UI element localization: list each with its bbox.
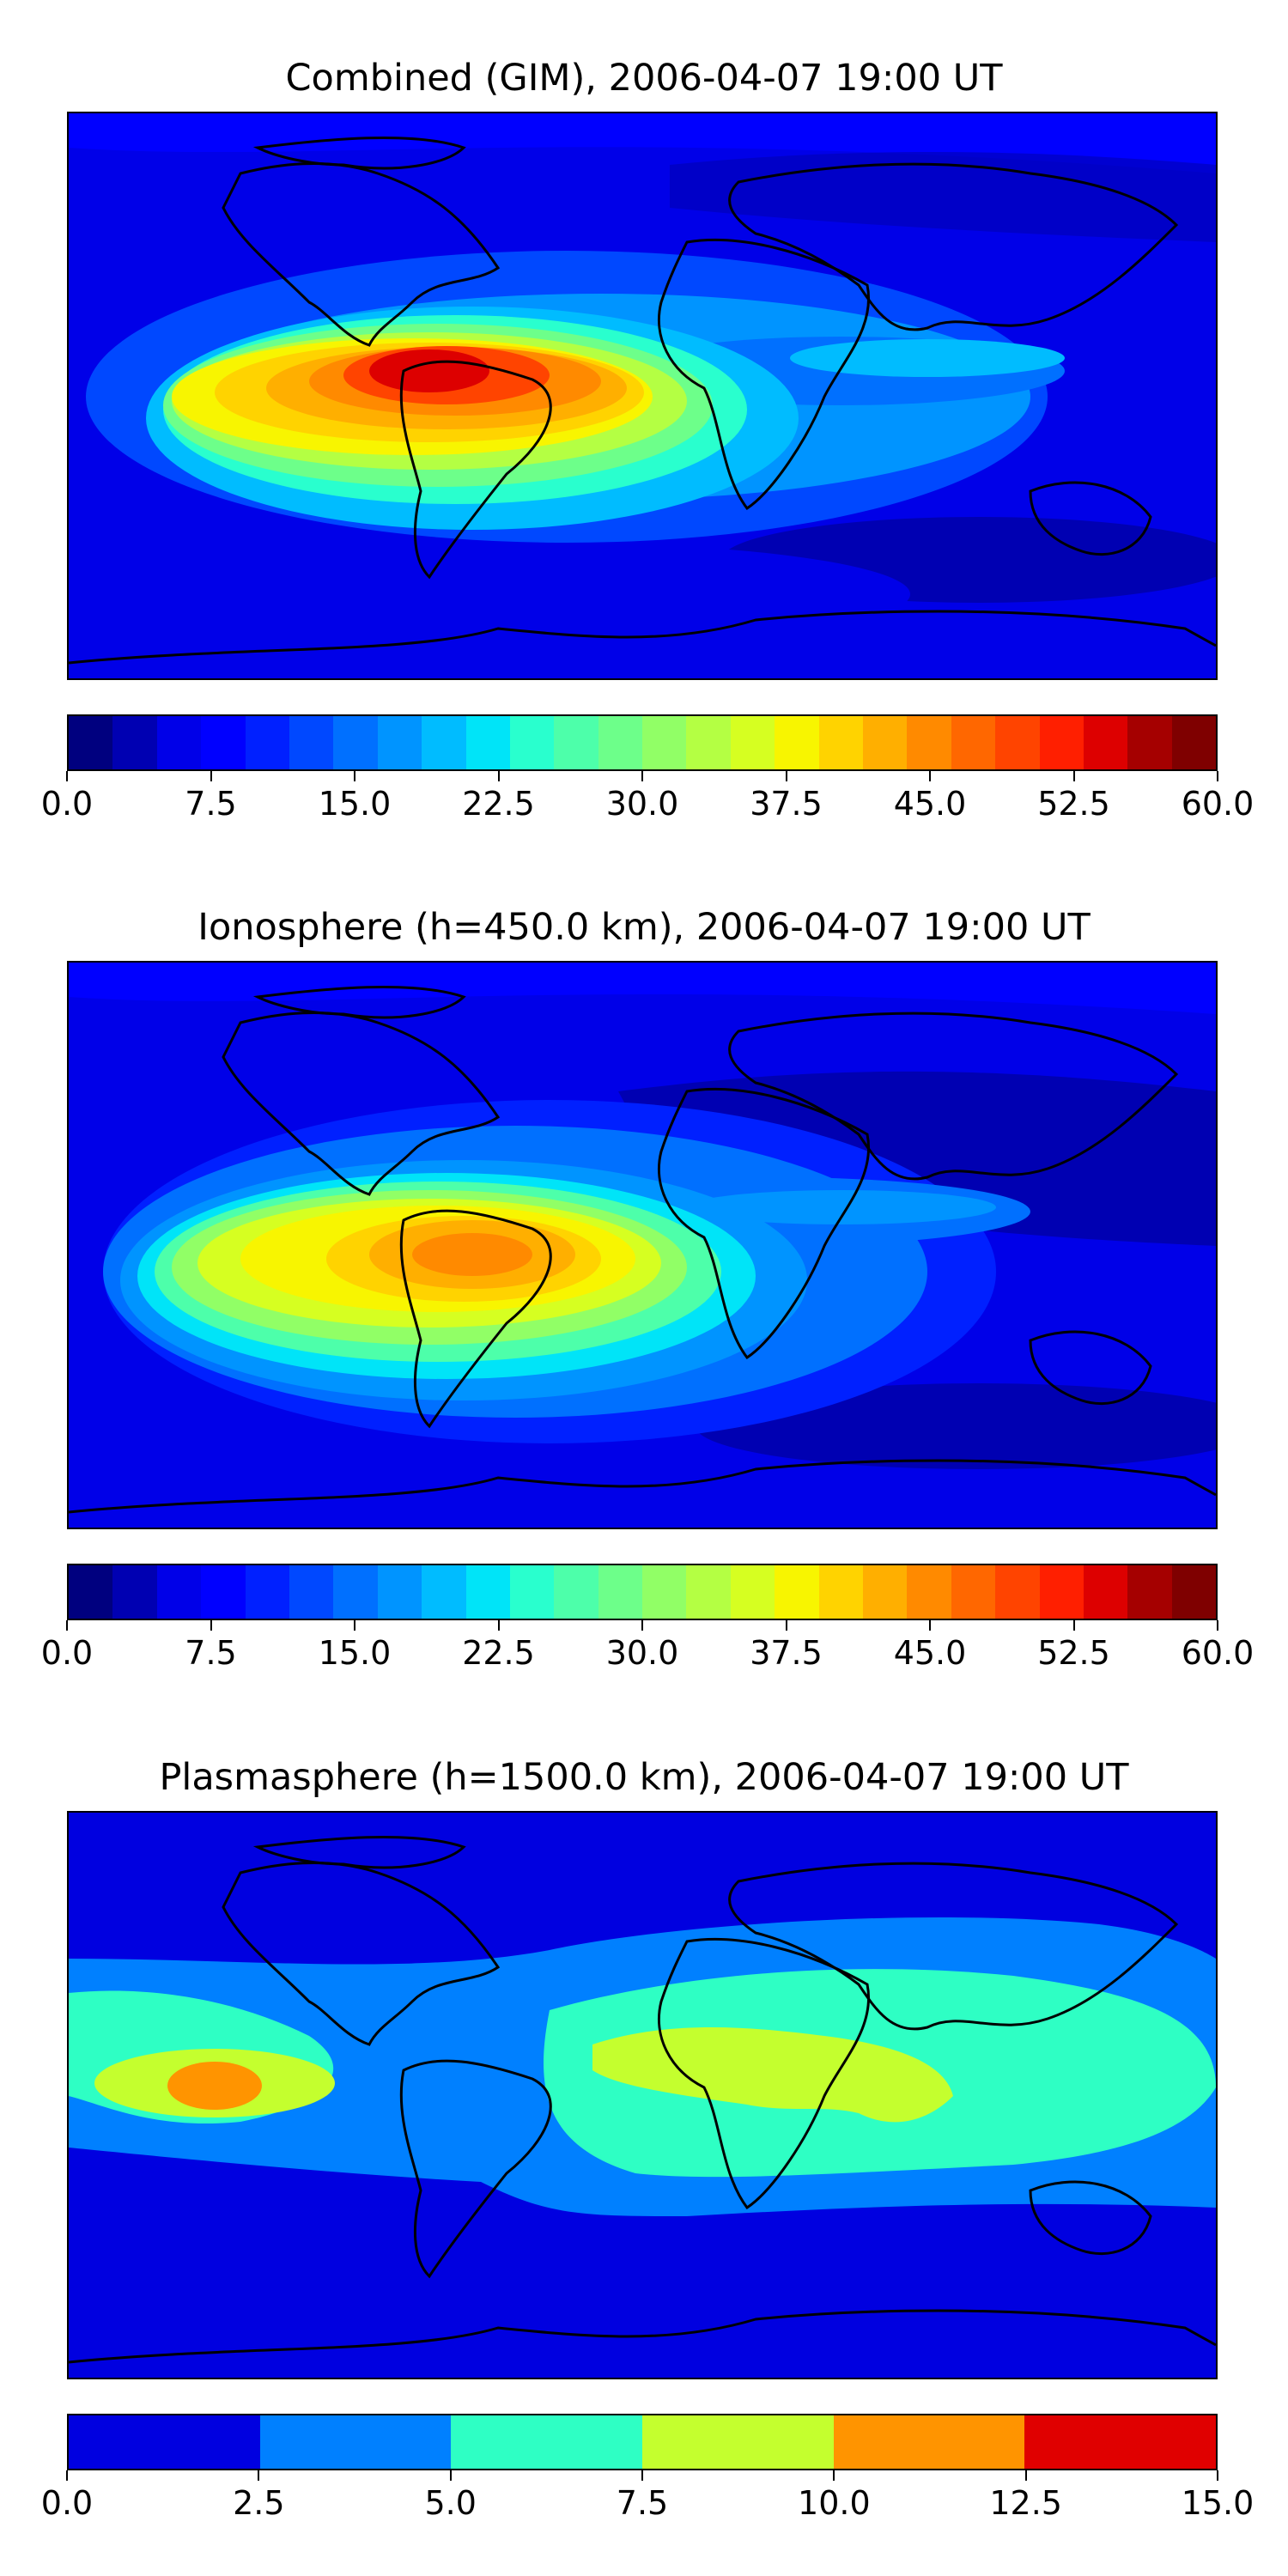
cbar-seg (451, 2415, 643, 2469)
cbar-seg (259, 2415, 452, 2469)
cbar-seg (1039, 1565, 1084, 1619)
map-plasmasphere (67, 1811, 1218, 2379)
tick-label: 7.5 (616, 2484, 669, 2522)
tick-label: 52.5 (1037, 1634, 1110, 1672)
cbar-seg (156, 1565, 202, 1619)
cbar-seg (112, 716, 157, 769)
cbar-seg (112, 1565, 157, 1619)
chart-title-ionosphere: Ionosphere (h=450.0 km), 2006-04-07 19:0… (197, 906, 1091, 949)
colorbar-ticks-ionosphere: 0.0 7.5 15.0 22.5 30.0 37.5 45.0 52.5 60… (41, 1620, 1254, 1672)
cbar-seg (1127, 716, 1172, 769)
cbar-seg (156, 716, 202, 769)
tec-map-combined (69, 113, 1216, 678)
cbar-seg (951, 716, 996, 769)
cbar-seg (554, 716, 598, 769)
cbar-seg (775, 1565, 819, 1619)
cbar-seg (509, 1565, 555, 1619)
tick-label: 45.0 (893, 1634, 967, 1672)
cbar-seg (730, 716, 775, 769)
cbar-seg (554, 1565, 598, 1619)
chart-title-combined: Combined (GIM), 2006-04-07 19:00 UT (285, 57, 1003, 100)
cbar-seg (686, 1565, 731, 1619)
cbar-seg (422, 716, 466, 769)
tick-label: 12.5 (989, 2484, 1062, 2522)
tick-label: 60.0 (1181, 1634, 1255, 1672)
cbar-seg (863, 716, 908, 769)
cbar-seg (245, 1565, 289, 1619)
cbar-seg (1024, 2415, 1217, 2469)
cbar-seg (642, 2415, 834, 2469)
cbar-seg (907, 1565, 951, 1619)
cbar-seg (465, 716, 510, 769)
tick-label: 0.0 (40, 785, 94, 823)
cbar-seg (465, 1565, 510, 1619)
cbar-seg (995, 716, 1040, 769)
tick-label: 37.5 (750, 785, 823, 823)
tick-label: 45.0 (893, 785, 967, 823)
tick-label: 22.5 (462, 1634, 535, 1672)
tick-label: 15.0 (1181, 2484, 1255, 2522)
tec-map-ionosphere (69, 963, 1216, 1528)
map-combined (67, 112, 1218, 680)
colorbar-combined (67, 714, 1218, 771)
tick-label: 7.5 (185, 1634, 237, 1672)
tick-label: 15.0 (318, 1634, 392, 1672)
cbar-seg (1127, 1565, 1172, 1619)
cbar-seg (1171, 716, 1217, 769)
cbar-seg (995, 1565, 1040, 1619)
tick-label: 7.5 (185, 785, 237, 823)
cbar-seg (377, 716, 422, 769)
cbar-seg (642, 1565, 687, 1619)
cbar-seg (833, 2415, 1025, 2469)
cbar-seg (730, 1565, 775, 1619)
cbar-seg (818, 716, 864, 769)
tick-label: 52.5 (1037, 785, 1110, 823)
cbar-seg (863, 1565, 908, 1619)
chart-title-plasmasphere: Plasmasphere (h=1500.0 km), 2006-04-07 1… (159, 1756, 1129, 1799)
tick-label: 10.0 (798, 2484, 871, 2522)
cbar-seg (377, 1565, 422, 1619)
cbar-seg (245, 716, 289, 769)
cbar-seg (907, 716, 951, 769)
colorbar-plasmasphere (67, 2414, 1218, 2470)
cbar-seg (333, 716, 378, 769)
tick-label: 15.0 (318, 785, 392, 823)
tick-label: 60.0 (1181, 785, 1255, 823)
cbar-seg (1083, 1565, 1128, 1619)
tick-label: 22.5 (462, 785, 535, 823)
tick-label: 30.0 (605, 1634, 679, 1672)
colorbar-ionosphere (67, 1564, 1218, 1620)
cbar-seg (686, 716, 731, 769)
cbar-seg (289, 716, 334, 769)
cbar-seg (422, 1565, 466, 1619)
cbar-seg (333, 1565, 378, 1619)
cbar-seg (69, 2415, 260, 2469)
cbar-seg (598, 1565, 643, 1619)
cbar-seg (289, 1565, 334, 1619)
cbar-seg (201, 716, 246, 769)
tick-label: 37.5 (750, 1634, 823, 1672)
cbar-seg (775, 716, 819, 769)
colorbar-ticks-plasmasphere: 0.0 2.5 5.0 7.5 10.0 12.5 15.0 (41, 2470, 1254, 2522)
tick-label: 30.0 (605, 785, 679, 823)
cbar-seg (69, 716, 113, 769)
cbar-seg (509, 716, 555, 769)
tec-map-plasmasphere (69, 1813, 1216, 2378)
map-ionosphere (67, 961, 1218, 1529)
cbar-seg (1171, 1565, 1217, 1619)
cbar-seg (201, 1565, 246, 1619)
cbar-seg (818, 1565, 864, 1619)
colorbar-ticks-combined: 0.0 7.5 15.0 22.5 30.0 37.5 45.0 52.5 60… (41, 771, 1254, 823)
cbar-seg (642, 716, 687, 769)
cbar-seg (1039, 716, 1084, 769)
tick-label: 2.5 (233, 2484, 285, 2522)
cbar-seg (69, 1565, 113, 1619)
cbar-seg (951, 1565, 996, 1619)
tick-label: 0.0 (40, 1634, 94, 1672)
cbar-seg (1083, 716, 1128, 769)
tick-label: 5.0 (424, 2484, 477, 2522)
cbar-seg (598, 716, 643, 769)
tick-label: 0.0 (40, 2484, 94, 2522)
